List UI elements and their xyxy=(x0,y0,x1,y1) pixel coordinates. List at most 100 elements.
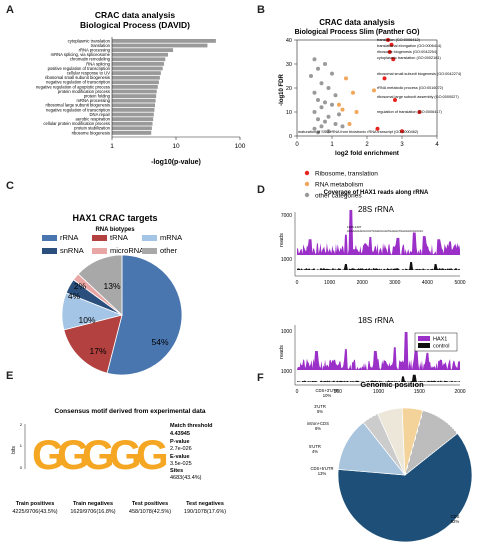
panel-d-track2-coverage xyxy=(297,332,460,370)
panel-a-bar xyxy=(112,48,174,52)
panel-a-category-label: positive regulation of transcription xyxy=(48,66,111,71)
panel-b-point xyxy=(382,76,387,81)
panel-b-annotation: translational elongation (GO:0006414) xyxy=(377,44,442,48)
panel-e-ytick-0: 0 xyxy=(20,465,23,470)
panel-b-point xyxy=(323,62,327,66)
panel-b-point xyxy=(391,57,396,62)
panel-b-legend-marker xyxy=(304,181,310,187)
panel-d-t1-xtick: 1000 xyxy=(324,280,335,286)
panel-b-ytick: 40 xyxy=(286,38,292,44)
panel-e-match-value: 4.43945 xyxy=(170,431,190,437)
panel-b-point xyxy=(309,74,313,78)
panel-a-bar xyxy=(112,103,156,108)
panel-b-ytick: 10 xyxy=(286,110,292,116)
panel-b-legend-label: Ribosome, translation xyxy=(315,171,378,178)
panel-c-legend-label: microRNA xyxy=(110,246,144,255)
panel-b-point xyxy=(400,129,404,134)
panel-c-slice-label: 54% xyxy=(151,337,168,347)
panel-a-xtick: 1 xyxy=(110,143,114,150)
panel-a-category-label: negative regulation of transcription xyxy=(46,107,111,112)
panel-c-slice xyxy=(77,254,123,316)
panel-d-t2-ymin: 1000 xyxy=(281,369,292,375)
panel-d-track2-control xyxy=(297,374,460,382)
panel-b-point xyxy=(337,102,341,107)
panel-d-t1-ymax: 7000 xyxy=(281,213,292,219)
panel-a-bar xyxy=(112,98,156,103)
panel-d-t2-xtick: 1000 xyxy=(373,389,384,395)
panel-b-point xyxy=(333,93,338,98)
panel-a-category-label: rRNA processing xyxy=(79,48,111,53)
panel-b-legend-label: other categories xyxy=(315,193,362,200)
panel-a-category-label: RNA splicing xyxy=(86,61,110,66)
panel-b-ytick: 20 xyxy=(286,86,292,92)
panel-e-train-neg-value: 1629/9706(16.8%) xyxy=(70,509,115,515)
panel-d-legend-hax1-swatch xyxy=(418,336,430,341)
panel-b-point xyxy=(344,76,348,81)
panel-a-bar xyxy=(112,126,152,131)
panel-a-bar xyxy=(112,80,159,85)
panel-d-annot-seq: ACGAAAGACGCCGTGGACGCAATGAAGGTGAAGGCCGCCG… xyxy=(347,229,423,233)
panel-e-ytick-1: 1 xyxy=(20,443,23,448)
panel-c-legend-label: other xyxy=(160,246,178,255)
panel-f-slice-percent: 5% xyxy=(317,409,323,414)
panel-d-track1-control xyxy=(297,262,460,270)
panel-d-t1-xtick: 2000 xyxy=(357,280,368,286)
panel-b-point xyxy=(347,122,352,126)
panel-d-ylabel-2: reads xyxy=(279,345,285,359)
panel-c-legend-swatch xyxy=(142,235,157,241)
panel-b-point xyxy=(330,71,334,76)
panel-e-logo-letter: G xyxy=(32,431,65,478)
panel-b-point xyxy=(316,66,320,71)
panel-b-point xyxy=(330,102,334,107)
panel-d-annot-range: 1366-1407 xyxy=(347,225,362,229)
panel-f-slice-label: CDS+5'UTR xyxy=(310,466,333,471)
panel-f-slice-label: intron+CDS xyxy=(307,421,329,426)
panel-f-slice-percent: 10% xyxy=(323,393,332,398)
panel-d-legend-control: control xyxy=(433,344,450,350)
panel-b-xtick: 0 xyxy=(295,142,299,148)
panel-a-subtitle: Biological Process (DAVID) xyxy=(80,20,190,30)
panel-c-legend-swatch xyxy=(42,248,57,254)
panel-a-category-label: chromatin remodeling xyxy=(70,57,111,62)
panel-a-category-label: protein folding xyxy=(84,94,111,99)
panel-d-track1-coverage xyxy=(297,210,460,255)
panel-d-t2-xtick: 500 xyxy=(334,389,343,395)
panel-a-bar xyxy=(112,75,160,80)
panel-d-t2-xtick: 2000 xyxy=(454,389,465,395)
panel-c-legend-label: rRNA xyxy=(60,233,78,242)
panel-b-point xyxy=(375,126,380,131)
panel-b-point xyxy=(319,105,324,110)
panel-a-bar xyxy=(112,71,161,75)
panel-a-category-label: mRNA processing xyxy=(76,98,110,103)
panel-d-t2-xtick: 0 xyxy=(296,389,299,395)
panel-a-category-label: ribosome biogenesis xyxy=(72,130,110,135)
panel-a-category-label: ribosomal large subunit biogenesis xyxy=(46,103,110,108)
panel-d-track1-label: 28S rRNA xyxy=(358,205,395,214)
panel-b-point xyxy=(337,112,341,117)
panel-f-slice-label: CDS xyxy=(451,514,460,519)
panel-c-slice-label: 4% xyxy=(68,291,81,301)
panel-b-xtick: 4 xyxy=(435,142,439,148)
panel-b-legend-marker xyxy=(304,170,310,176)
panel-c-slice xyxy=(106,254,183,376)
panel-b-point xyxy=(351,90,355,95)
panel-a-bar xyxy=(112,94,157,98)
panel-a-category-label: cellular response to UV xyxy=(67,71,110,76)
panel-b-point xyxy=(354,110,359,114)
panel-c-legend-label: snRNA xyxy=(60,246,84,255)
panel-c-legend-label: mRNA xyxy=(160,233,182,242)
panel-b-point xyxy=(319,81,324,86)
panel-letter-c: C xyxy=(6,180,14,192)
panel-b-subtitle: Biological Process Slim (Panther GO) xyxy=(295,29,420,36)
panel-b-point xyxy=(340,124,345,129)
panel-a-category-label: aerobic respiration xyxy=(76,117,111,122)
panel-a-bar xyxy=(112,62,165,66)
panel-b-annotation: cytoplasmic translation (GO:0002181) xyxy=(377,56,441,60)
panel-e-match-label: Match threshold xyxy=(170,423,212,429)
panel-b-point xyxy=(312,57,317,62)
panel-f-slice-percent: 4% xyxy=(312,449,318,454)
panel-e-train-pos-value: 4225/9706(43.5%) xyxy=(12,509,57,515)
panel-a-category-label: protein modification process xyxy=(58,89,110,94)
